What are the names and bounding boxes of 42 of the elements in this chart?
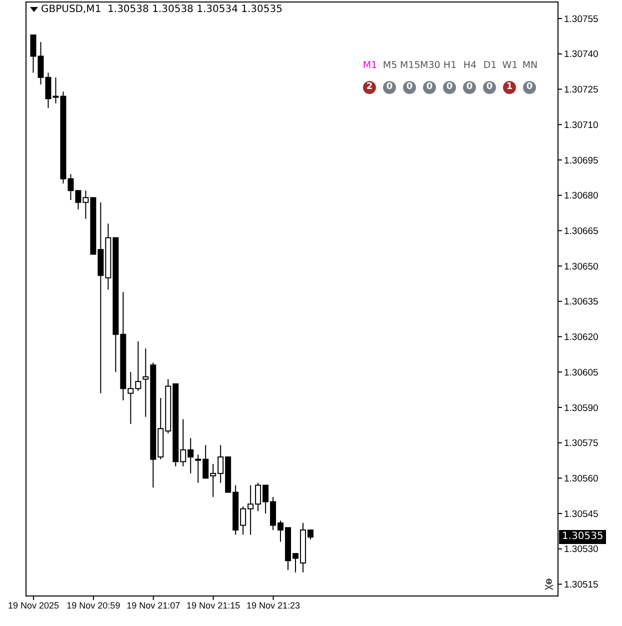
x-tick-label: 19 Nov 20:59 xyxy=(66,600,120,610)
annotation: M1 xyxy=(362,60,378,71)
y-tick-label: 1.30515 xyxy=(564,580,598,591)
annotation: 1 xyxy=(503,81,516,94)
x-tick-label: 19 Nov 21:15 xyxy=(186,600,240,610)
y-tick-label: 1.30755 xyxy=(564,14,598,25)
y-tick-label: 1.30710 xyxy=(564,120,598,131)
y-tick-label: 1.30650 xyxy=(564,261,598,272)
y-tick-label: 1.30530 xyxy=(564,544,598,556)
x-tick-label: 19 Nov 21:07 xyxy=(126,600,180,610)
y-tick-label: 1.30635 xyxy=(564,296,598,308)
annotation: 0 xyxy=(423,81,436,94)
x-tick-label: 19 Nov 2025 xyxy=(8,600,60,610)
y-tick-label: 1.30725 xyxy=(564,84,598,96)
annotation: M5 xyxy=(382,60,398,71)
y-tick-label: 1.30560 xyxy=(564,474,598,485)
annotation: D1 xyxy=(482,60,498,71)
text: 1.30535 xyxy=(559,530,606,544)
y-tick-label: 1.30695 xyxy=(564,155,598,166)
y-tick-label: 1.30740 xyxy=(564,49,598,60)
x-tick-label: 19 Nov 21:23 xyxy=(246,600,300,610)
y-tick-label: 1.30680 xyxy=(564,190,598,202)
y-tick-label: 1.30620 xyxy=(564,332,598,344)
annotation: 0 xyxy=(483,81,496,94)
y-tick-label: 1.30665 xyxy=(564,226,598,238)
annotation: MN xyxy=(521,60,539,71)
y-tick-label: 1.30575 xyxy=(564,438,598,450)
annotation: M30 xyxy=(420,60,440,71)
annotation: 0 xyxy=(443,81,456,94)
annotation: M15 xyxy=(400,60,420,71)
annotation: 2 xyxy=(363,81,376,94)
chart-title: GBPUSD,M1 1.30538 1.30538 1.30534 1.30535 xyxy=(41,4,282,15)
annotation: 0 xyxy=(523,81,536,94)
annotation: 0 xyxy=(403,81,416,94)
annotation: H4 xyxy=(462,60,478,71)
annotation: 0 xyxy=(383,81,396,94)
annotation: 0 xyxy=(463,81,476,94)
annotation: W1 xyxy=(501,60,519,71)
y-tick-label: 1.30590 xyxy=(564,402,598,414)
y-tick-label: 1.30545 xyxy=(564,508,598,520)
y-tick-label: 1.30605 xyxy=(564,367,598,378)
annotation: H1 xyxy=(442,60,458,71)
